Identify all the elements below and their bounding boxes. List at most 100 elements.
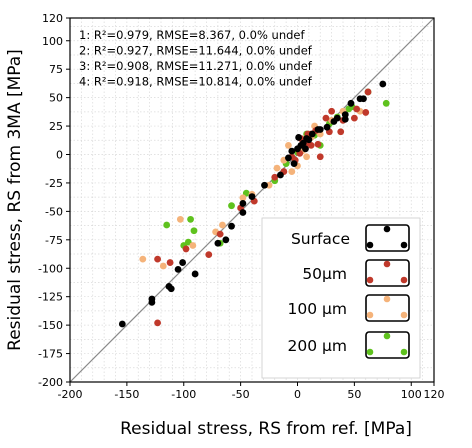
- data-points: [118, 80, 390, 328]
- legend-label: 100 µm: [288, 300, 347, 318]
- y-tick-label: -150: [38, 319, 63, 332]
- data-point: [288, 168, 296, 175]
- legend-marker: [383, 225, 391, 233]
- data-point: [190, 227, 198, 235]
- data-point: [159, 262, 167, 270]
- data-point: [248, 193, 256, 200]
- data-point: [167, 285, 175, 293]
- plot-frame: [69, 17, 435, 383]
- data-point: [322, 114, 330, 122]
- x-tick-label: 100: [401, 388, 422, 401]
- y-tick-label: 120: [42, 12, 63, 25]
- data-point: [277, 171, 284, 179]
- y-tick-label: -75: [45, 234, 63, 247]
- data-point: [341, 111, 349, 119]
- legend-marker: [383, 260, 391, 268]
- data-point: [222, 236, 230, 244]
- fit-statistic: 4: R²=0.918, RMSE=10.814, 0.0% undef: [79, 75, 313, 89]
- data-point: [271, 173, 279, 181]
- y-tick-label: -175: [38, 348, 63, 361]
- data-point: [302, 145, 309, 153]
- data-point: [189, 242, 197, 249]
- data-point: [347, 99, 355, 107]
- data-point: [228, 202, 235, 210]
- data-point: [316, 153, 324, 161]
- y-tick-label: 0: [56, 149, 63, 162]
- data-point: [187, 215, 194, 223]
- data-point: [219, 221, 226, 229]
- x-tick-label: 0: [294, 388, 301, 401]
- data-point: [353, 105, 361, 113]
- y-tick-labels: -200 -175 -150 -125 -100 -75 -50 -25 0 25 50 75 100 1…: [38, 12, 70, 389]
- legend-marker: [366, 311, 374, 319]
- legend-label: 200 µm: [288, 337, 347, 355]
- data-point: [261, 181, 268, 189]
- x-tick-label: -100: [171, 388, 196, 401]
- x-tick-label: 50: [347, 388, 361, 401]
- data-point: [360, 95, 367, 103]
- y-tick-label: 75: [49, 63, 63, 76]
- data-point: [303, 153, 310, 161]
- y-tick-label: 100: [42, 35, 63, 48]
- y-tick-label: 25: [49, 120, 63, 133]
- data-point: [316, 126, 324, 133]
- data-point: [166, 259, 174, 266]
- legend-marker: [400, 276, 408, 284]
- data-point: [179, 259, 187, 266]
- data-point: [273, 164, 281, 172]
- x-tick-label: -150: [114, 388, 139, 401]
- data-point: [214, 239, 222, 247]
- legend-marker: [400, 241, 408, 249]
- legend-label: Surface: [291, 230, 350, 248]
- legend-label: 50µm: [302, 265, 347, 283]
- data-point: [118, 320, 126, 328]
- data-point: [285, 142, 292, 149]
- data-point: [139, 255, 147, 263]
- legend-swatch: [365, 259, 410, 287]
- legend-marker: [400, 348, 408, 356]
- y-tick-label: -100: [38, 262, 63, 275]
- y-tick-label: -50: [45, 205, 63, 218]
- data-point: [174, 265, 182, 273]
- data-point: [182, 245, 190, 253]
- data-point: [364, 88, 372, 96]
- data-point: [307, 142, 315, 149]
- x-axis-title: Residual stress, RS from ref. [MPa]: [120, 419, 412, 439]
- data-point: [295, 134, 303, 141]
- fit-statistics: 1: R²=0.979, RMSE=8.367, 0.0% undef 2: R²…: [79, 28, 313, 89]
- legend-marker: [400, 311, 408, 319]
- data-point: [314, 140, 322, 148]
- data-point: [379, 80, 387, 88]
- x-tick-label: -200: [58, 388, 83, 401]
- data-point: [154, 255, 161, 263]
- fit-statistic: 1: R²=0.979, RMSE=8.367, 0.0% undef: [79, 28, 305, 42]
- data-point: [290, 160, 298, 168]
- data-point: [382, 99, 390, 107]
- data-point: [191, 270, 199, 278]
- y-axis-title: Residual stress, RS from 3MA [MPa]: [5, 49, 25, 351]
- y-tick-label: -125: [38, 291, 63, 304]
- legend-swatch: [365, 294, 410, 322]
- x-tick-label: 120: [424, 388, 445, 401]
- legend-marker: [366, 241, 374, 249]
- y-tick-label: -200: [38, 376, 63, 389]
- legend-swatch: [365, 331, 410, 359]
- y-tick-label: -25: [45, 177, 63, 190]
- data-point: [205, 251, 213, 258]
- y-tick-label: 50: [49, 92, 63, 105]
- data-point: [163, 221, 171, 229]
- legend: Surface 50µm 100 µm 200 µm: [261, 217, 421, 379]
- data-point: [176, 215, 184, 223]
- legend-marker: [383, 332, 391, 340]
- data-point: [148, 295, 156, 303]
- data-point: [305, 136, 313, 144]
- data-point: [323, 123, 331, 131]
- data-point: [228, 222, 235, 230]
- legend-marker: [366, 348, 374, 356]
- fit-statistic: 2: R²=0.927, RMSE=11.644, 0.0% undef: [79, 44, 313, 58]
- legend-swatch: [365, 224, 410, 252]
- data-point: [308, 130, 316, 138]
- data-point: [154, 319, 161, 327]
- data-point: [333, 114, 341, 122]
